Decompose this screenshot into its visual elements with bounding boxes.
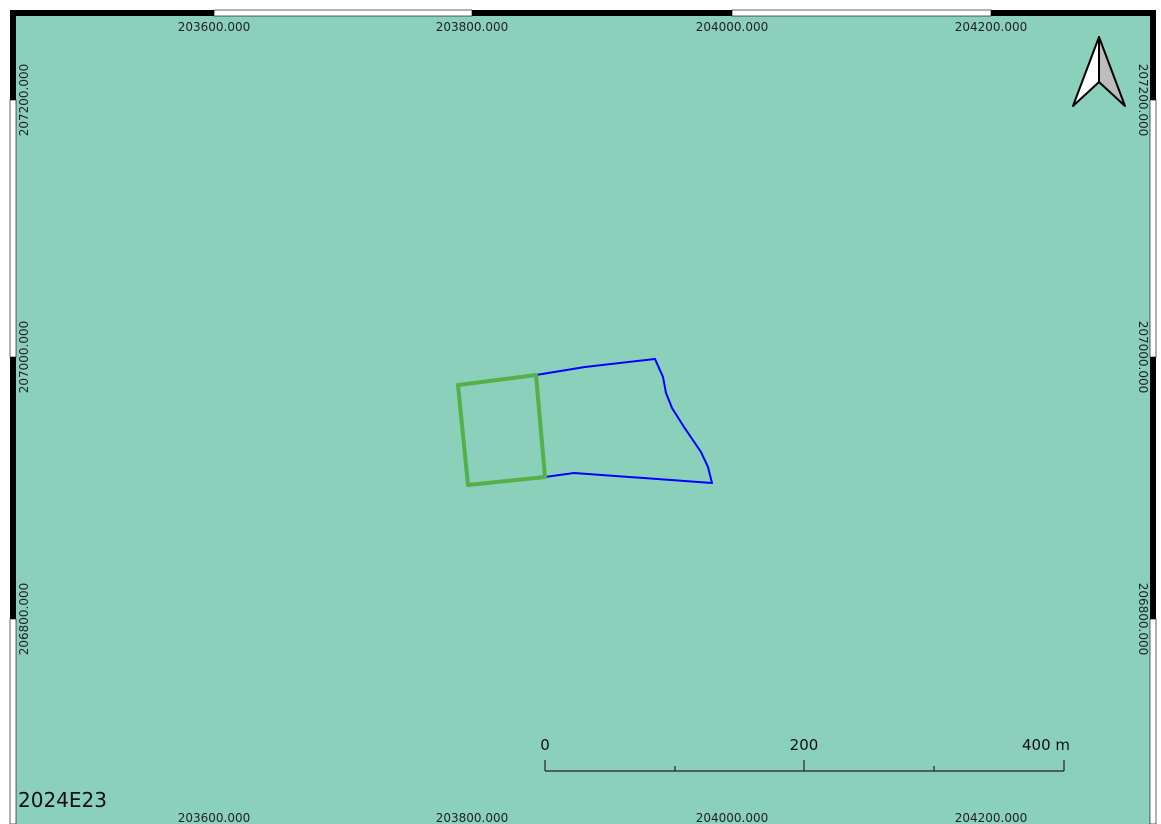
frame-top-segment — [213, 9, 473, 17]
grid-label-y-left: 206800.000 — [17, 583, 31, 656]
frame-right-segment — [1150, 357, 1156, 619]
grid-label-y-right: 206800.000 — [1136, 583, 1150, 656]
frame-left-segment — [9, 99, 17, 358]
map-id-label: 2024E23 — [18, 788, 107, 812]
frame-left-segment — [9, 618, 17, 824]
frame-top-segment — [472, 10, 732, 16]
grid-label-x-top: 204200.000 — [955, 20, 1028, 34]
grid-label-y-left: 207200.000 — [17, 64, 31, 137]
frame-top-segment — [731, 9, 992, 17]
grid-label-x-top: 204000.000 — [696, 20, 769, 34]
north-arrow-icon — [1072, 36, 1126, 107]
frame-left-segment — [10, 357, 16, 619]
map-background — [10, 10, 1156, 824]
frame-left-segment — [10, 10, 16, 100]
scale-bar: 0 200 400 m — [540, 736, 1070, 772]
parcel-outline — [535, 358, 713, 484]
grid-label-x-bottom: 203800.000 — [436, 811, 509, 824]
grid-label-x-bottom: 204200.000 — [955, 811, 1028, 824]
map-frame — [9, 9, 1157, 824]
frame-right-segment — [1149, 99, 1157, 358]
grid-label-y-right: 207200.000 — [1136, 64, 1150, 137]
frame-right-segment — [1150, 10, 1156, 100]
frame-top-segment — [10, 10, 214, 16]
scale-bar-label: 200 — [790, 736, 819, 754]
frame-top-segment — [991, 10, 1156, 16]
grid-label-x-bottom: 203600.000 — [178, 811, 251, 824]
grid-label-x-bottom: 204000.000 — [696, 811, 769, 824]
site-boundary — [456, 373, 547, 487]
frame-right-segment — [1149, 618, 1157, 824]
grid-label-y-right: 207000.000 — [1136, 321, 1150, 394]
grid-label-x-top: 203800.000 — [436, 20, 509, 34]
grid-label-x-top: 203600.000 — [178, 20, 251, 34]
grid-label-y-left: 207000.000 — [17, 321, 31, 394]
scale-bar-label: 0 — [540, 736, 550, 754]
north-arrow-right-half — [1098, 36, 1126, 107]
scale-bar-label: 400 m — [1022, 736, 1070, 754]
